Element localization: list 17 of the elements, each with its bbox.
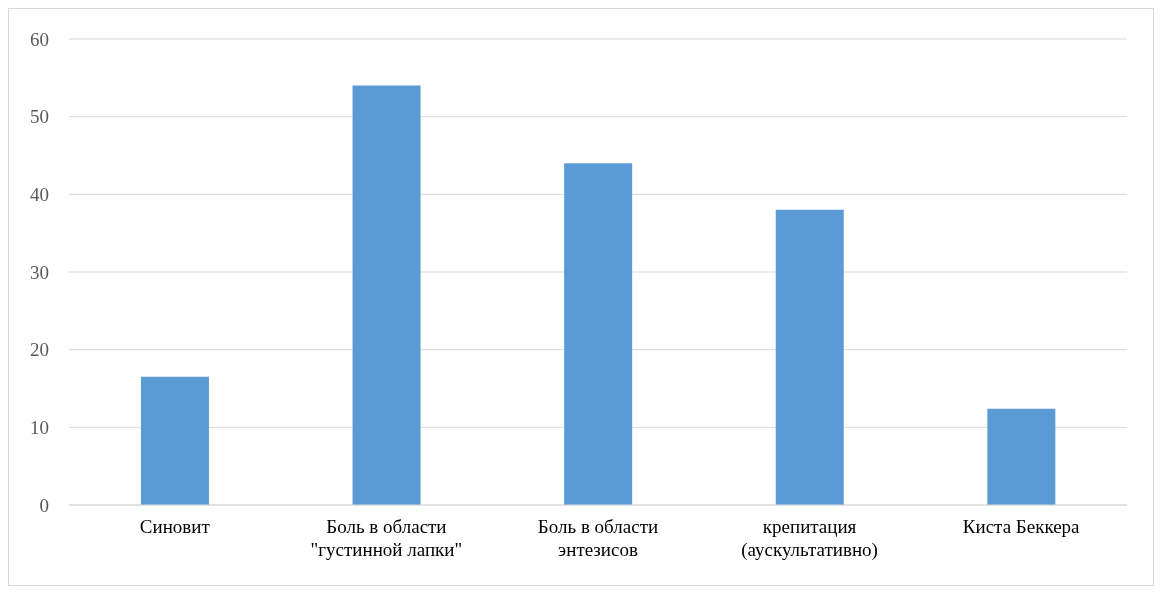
bar: [775, 209, 844, 505]
bar: [987, 408, 1056, 505]
x-tick-label: крепитация (аускультативно): [741, 516, 878, 561]
y-tick-label: 20: [30, 339, 49, 361]
y-tick-label: 10: [30, 417, 49, 439]
x-tick-label: Киста Беккера: [962, 516, 1081, 537]
y-tick-label: 0: [39, 494, 49, 516]
bar: [140, 376, 209, 505]
bar: [352, 85, 421, 505]
x-tick-label: Боль в области энтезисов: [537, 516, 659, 560]
y-tick-label: 30: [30, 261, 49, 283]
x-tick-label: Боль в области "густинной лапки": [310, 516, 463, 560]
x-tick-label: Синовит: [139, 516, 211, 537]
y-tick-label: 50: [30, 106, 49, 128]
y-tick-label: 40: [30, 184, 49, 206]
bar: [564, 163, 633, 505]
y-tick-label: 60: [30, 28, 49, 50]
